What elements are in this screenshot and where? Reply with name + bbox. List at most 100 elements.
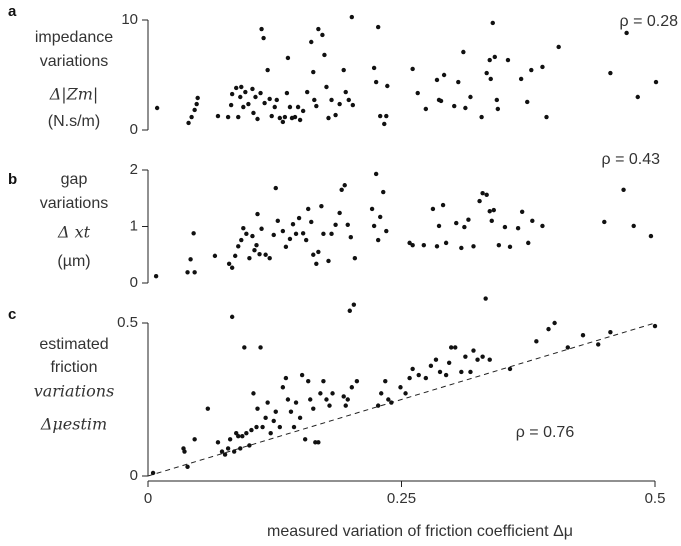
y-tick-label: 0 [130, 467, 138, 484]
point [231, 449, 237, 454]
point [436, 223, 442, 229]
point [341, 394, 346, 399]
point [438, 98, 444, 104]
point [288, 409, 294, 414]
point [345, 222, 350, 228]
point [462, 224, 467, 230]
point [309, 219, 314, 225]
point [608, 329, 613, 335]
x-tick-label: 0.5 [645, 490, 666, 507]
y-axis-label: variations [40, 195, 108, 212]
point [382, 121, 387, 127]
point [259, 226, 264, 231]
point [407, 375, 412, 381]
point [343, 89, 348, 95]
point [552, 320, 557, 326]
point [648, 233, 654, 239]
point [293, 400, 299, 405]
point [246, 101, 251, 107]
point [529, 67, 534, 73]
point [423, 106, 429, 112]
point [284, 90, 290, 96]
point [490, 20, 495, 26]
point [314, 103, 319, 109]
point [222, 452, 228, 457]
point [483, 296, 488, 301]
point [546, 326, 551, 332]
point [466, 217, 471, 222]
point [459, 369, 464, 375]
point [316, 26, 321, 32]
point [265, 400, 270, 405]
y-axis-label: Δ xt [57, 223, 91, 242]
point [287, 104, 293, 110]
point [191, 231, 196, 236]
point [215, 440, 221, 445]
point [373, 171, 379, 177]
identity-line [147, 322, 656, 477]
point [249, 427, 254, 433]
point [233, 253, 238, 259]
point [373, 79, 379, 85]
point [192, 437, 197, 442]
point [468, 369, 473, 375]
point [267, 96, 272, 102]
point [389, 400, 394, 405]
point [479, 114, 484, 120]
point [375, 24, 381, 30]
point [352, 255, 358, 261]
point [471, 244, 476, 249]
point [339, 187, 344, 192]
point [273, 185, 278, 191]
point [463, 354, 468, 359]
point [416, 372, 421, 378]
point [258, 345, 263, 350]
point [254, 242, 259, 248]
point [251, 110, 256, 116]
point [369, 206, 375, 212]
point [346, 97, 351, 103]
point [378, 214, 383, 220]
point [251, 391, 256, 396]
point [446, 360, 452, 365]
point [484, 70, 489, 76]
point [652, 323, 658, 329]
point [318, 391, 323, 396]
point [530, 218, 535, 224]
point [320, 32, 325, 38]
point [314, 261, 319, 266]
panel-letter: b [8, 171, 17, 188]
point [333, 222, 338, 228]
point [225, 446, 231, 451]
point [271, 232, 276, 238]
point [430, 206, 436, 212]
point [244, 231, 249, 237]
point [379, 391, 384, 396]
point [186, 120, 191, 126]
y-tick-label: 0 [130, 121, 138, 138]
point [596, 342, 601, 347]
point [477, 198, 482, 204]
point [241, 225, 246, 231]
point [280, 119, 286, 125]
point [254, 424, 259, 430]
point [456, 79, 461, 85]
point [492, 54, 497, 60]
point [195, 95, 200, 101]
point [428, 363, 434, 369]
point [322, 52, 327, 58]
annotation: ρ = 0.28 [620, 13, 679, 30]
x-axis-label: measured variation of friction coefficie… [267, 523, 573, 540]
y-tick-label: 10 [121, 11, 138, 28]
point [277, 424, 283, 430]
y-axis-label: (N.s/m) [48, 113, 100, 130]
point [327, 403, 332, 408]
point [243, 89, 248, 95]
y-axis-label: gap [61, 171, 88, 188]
point [351, 302, 357, 307]
point [244, 430, 249, 436]
point [386, 397, 391, 402]
point [375, 403, 381, 408]
point [381, 189, 386, 195]
point [188, 257, 193, 262]
